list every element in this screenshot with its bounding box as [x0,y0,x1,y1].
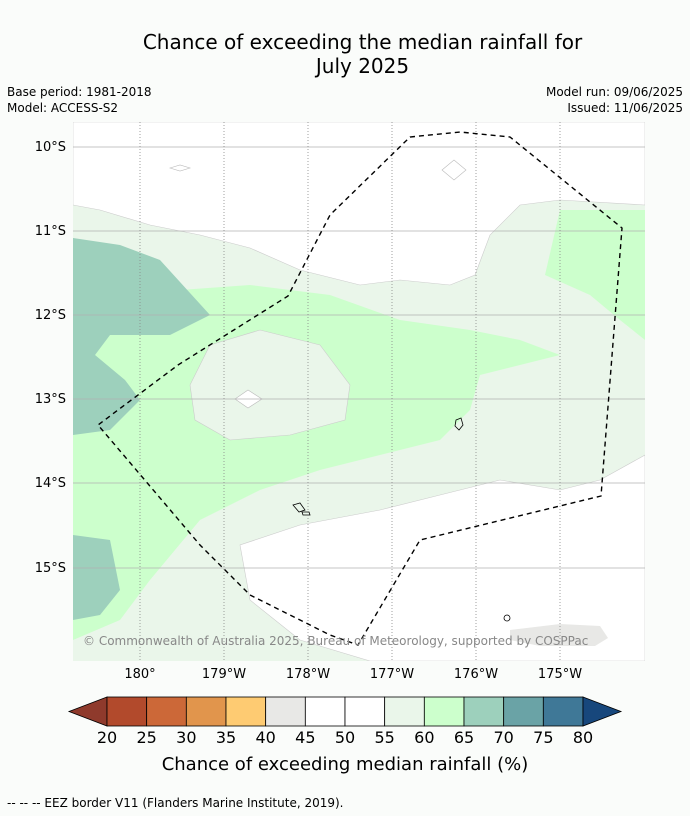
lat-label: 12°S [35,308,66,323]
map-plot [73,122,645,661]
colorbar-bin [503,696,544,727]
colorbar-tick-label: 80 [573,728,593,747]
colorbar-bin [185,696,227,727]
colorbar-tick-labels: 20 25 30 35 40 45 50 55 60 65 70 75 80 [97,728,593,747]
region-65-70-west [73,238,210,435]
contour-loop [441,159,467,181]
contour-loop [168,164,192,172]
issued-date: Issued: 11/06/2025 [567,101,683,115]
colorbar-tick-label: 65 [454,728,474,747]
colorbar-bin [265,696,306,727]
lon-label: 179°W [202,667,246,682]
colorbar-bin [225,696,267,727]
colorbar-tick-label: 20 [97,728,117,747]
colorbar-tick-label: 55 [374,728,394,747]
meta-right: Model run: 09/06/2025 Issued: 11/06/2025 [546,84,683,116]
lon-label: 175°W [538,667,582,682]
region-50-55-south [239,454,645,661]
island-outline [292,502,306,513]
colorbar-bin [344,696,386,727]
lon-label: 178°W [286,667,330,682]
base-period: Base period: 1981-2018 [7,85,152,99]
colorbar-tick-label: 70 [493,728,513,747]
eez-border [96,131,623,646]
colorbar-tick-label: 50 [335,728,355,747]
region-60-65-east [545,210,645,340]
colorbar-arrow-low [67,696,108,727]
colorbar [67,696,623,727]
region-60-65-west [73,238,560,640]
title-line-1: Chance of exceeding the median rainfall … [142,30,583,54]
colorbar-tick-label: 75 [533,728,553,747]
colorbar-tick-label: 45 [295,728,315,747]
title-line-2: July 2025 [315,54,410,78]
lat-labels: 10°S 11°S 12°S 13°S 14°S 15°S [35,140,66,576]
model-run: Model run: 09/06/2025 [545,85,683,99]
lat-gridlines [73,146,645,569]
lat-label: 10°S [35,140,66,155]
colorbar-bin [146,696,187,727]
lon-label: 176°W [454,667,498,682]
model-name: Model: ACCESS-S2 [7,101,119,115]
region-50-55-north [73,122,645,286]
colorbar-tick-label: 35 [216,728,236,747]
colorbar-tick-label: 25 [136,728,156,747]
lat-label: 13°S [35,392,66,407]
colorbar-bin [106,696,148,727]
region-55-60-oval [189,329,351,441]
colorbar-bin [423,696,465,727]
chart-title: Chance of exceeding the median rainfall … [0,30,690,78]
island-outline [301,511,311,516]
attribution-text: © Commonwealth of Australia 2025, Bureau… [83,634,588,648]
lat-label: 11°S [35,224,66,239]
region-45-50-patch [510,624,608,646]
colorbar-bin [463,696,505,727]
meta-left: Base period: 1981-2018 Model: ACCESS-S2 [7,84,152,116]
island-outline [503,614,511,622]
colorbar-bin [304,696,346,727]
lon-label: 180° [124,667,155,682]
island-outline [454,417,464,431]
eez-footnote: -- -- -- EEZ border V11 (Flanders Marine… [7,796,344,810]
colorbar-bin [384,696,425,727]
lat-label: 15°S [35,561,66,576]
colorbar-label: Chance of exceeding median rainfall (%) [162,754,529,775]
region-65-70-southwest [73,535,120,620]
colorbar-tick-label: 30 [176,728,196,747]
colorbar-tick-label: 60 [414,728,434,747]
lat-label: 14°S [35,476,66,491]
lon-labels: 180° 179°W 178°W 177°W 176°W 175°W [124,667,582,682]
colorbar-tick-label: 40 [255,728,275,747]
colorbar-bin [542,696,584,727]
lon-label: 177°W [370,667,414,682]
colorbar-arrow-high [582,696,623,727]
